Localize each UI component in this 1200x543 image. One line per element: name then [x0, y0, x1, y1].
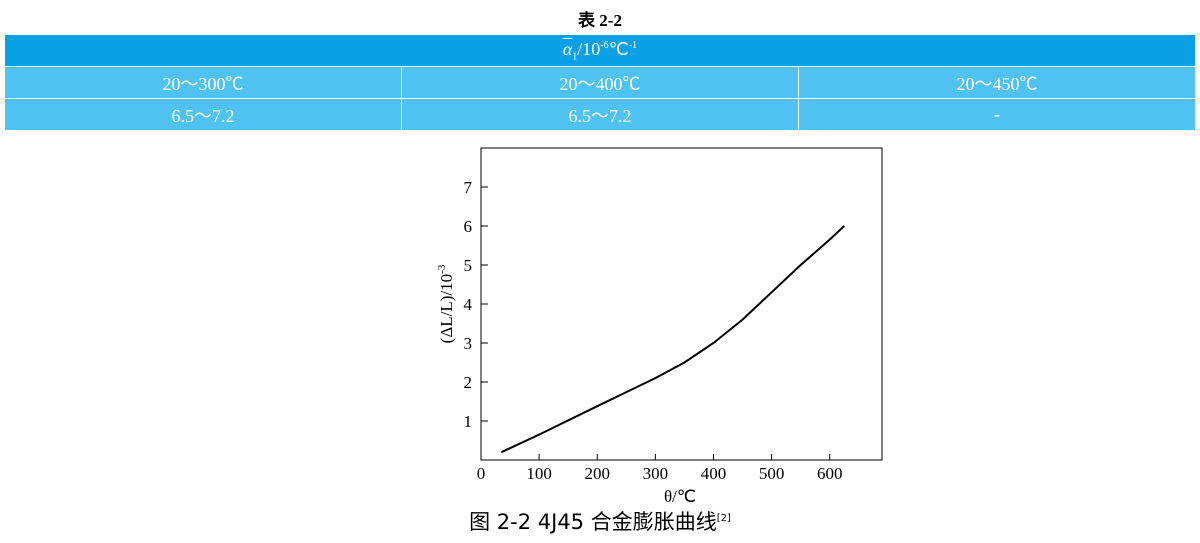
- subscript: 1: [572, 51, 578, 63]
- x-tick-label: 600: [817, 464, 843, 483]
- y-tick-label: 2: [464, 373, 473, 392]
- unit: /10: [577, 38, 601, 59]
- cell: 20～400℃: [401, 66, 799, 99]
- x-tick-label: 500: [759, 464, 785, 483]
- unit-deg: ℃: [608, 38, 629, 59]
- caption: 图 2-2 4J45 合金膨胀曲线[2]: [0, 506, 1200, 536]
- cell: 20～450℃: [798, 66, 1196, 99]
- y-tick-label: 6: [464, 217, 473, 236]
- y-axis-label: (ΔL/L)/10-3: [436, 264, 456, 343]
- x-tick-label: 0: [477, 464, 486, 483]
- y-tick-label: 7: [464, 178, 473, 197]
- cell: 6.5～7.2: [4, 98, 402, 131]
- x-tick-label: 400: [701, 464, 727, 483]
- cell: -: [798, 98, 1196, 131]
- x-axis-label: θ/℃: [664, 487, 696, 506]
- y-tick-label: 3: [464, 334, 473, 353]
- y-tick-label: 5: [464, 256, 473, 275]
- y-tick-label: 1: [464, 412, 473, 431]
- caption-ref: [2]: [716, 513, 731, 524]
- symbol: α: [562, 38, 573, 59]
- table: α1/10-6℃-1 20～300℃ 20～400℃ 20～450℃ 6.5～7.2…: [4, 34, 1196, 131]
- caption-text: 图 2-2 4J45 合金膨胀曲线: [469, 510, 717, 534]
- unit-deg-exp: -1: [628, 39, 638, 51]
- x-tick-label: 200: [584, 464, 610, 483]
- table-title: 表 2-2: [578, 11, 622, 30]
- x-tick-label: 300: [643, 464, 669, 483]
- y-label-exp: -3: [436, 264, 448, 274]
- curve: [500, 225, 845, 454]
- x-tick-label: 100: [526, 464, 552, 483]
- unit-exp: -6: [600, 39, 609, 51]
- y-label-text: (ΔL/L)/10: [437, 274, 456, 343]
- plot-frame: [480, 147, 883, 461]
- row: 6.5～7.2 6.5～7.2-: [4, 98, 1196, 131]
- cell: 6.5～7.2: [401, 98, 799, 131]
- y-tick-label: 4: [464, 295, 473, 314]
